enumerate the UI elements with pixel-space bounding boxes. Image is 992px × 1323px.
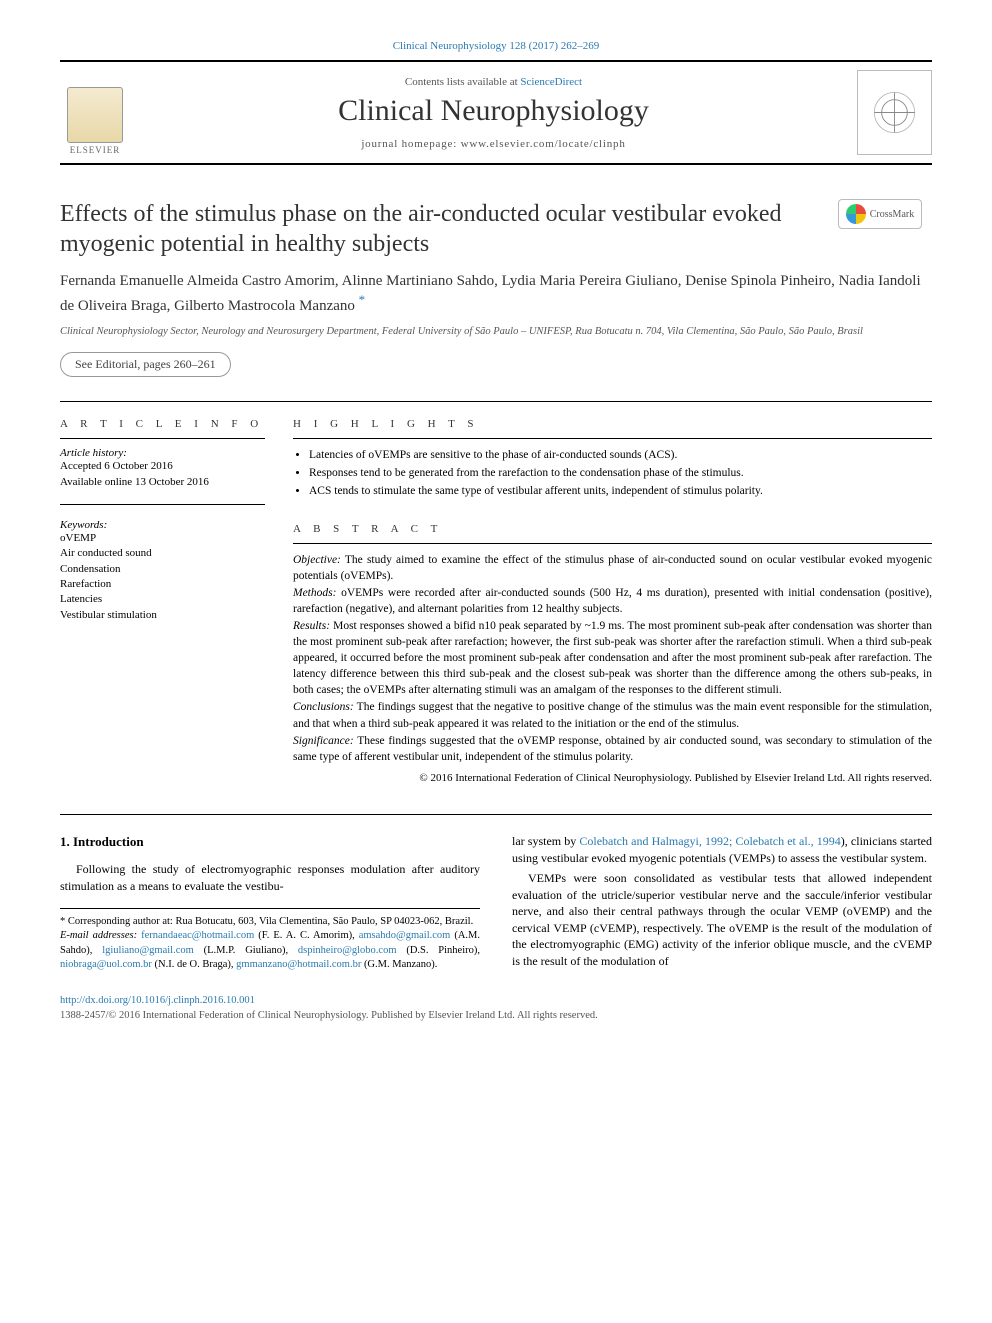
corresponding-author-marker[interactable]: *	[359, 292, 366, 307]
highlights-heading: H I G H L I G H T S	[293, 418, 932, 430]
accepted-date: Accepted 6 October 2016	[60, 459, 265, 474]
body-separator-rule	[60, 814, 932, 815]
significance-text: These findings suggested that the oVEMP …	[293, 735, 932, 763]
objective-label: Objective:	[293, 554, 341, 566]
conclusions-label: Conclusions:	[293, 701, 354, 713]
sciencedirect-link[interactable]: ScienceDirect	[520, 76, 582, 88]
highlights-rule	[293, 438, 932, 439]
editorial-link-pill[interactable]: See Editorial, pages 260–261	[60, 352, 231, 377]
contents-prefix: Contents lists available at	[405, 76, 520, 88]
citation-link[interactable]: Colebatch and Halmagyi, 1992; Colebatch …	[579, 834, 840, 848]
intro-paragraph-1: Following the study of electromyographic…	[60, 861, 480, 894]
intro-paragraph-2: VEMPs were soon consolidated as vestibul…	[512, 870, 932, 969]
methods-text: oVEMPs were recorded after air-conducted…	[293, 587, 932, 615]
crossmark-label: CrossMark	[870, 209, 914, 220]
keywords-label: Keywords:	[60, 519, 265, 531]
author-email[interactable]: dspinheiro@globo.com	[298, 945, 397, 956]
doi-footer: http://dx.doi.org/10.1016/j.clinph.2016.…	[60, 994, 932, 1023]
journal-cover-thumbnail	[857, 70, 932, 155]
intro-paragraph-1b: lar system by Colebatch and Halmagyi, 19…	[512, 833, 932, 866]
masthead: ELSEVIER Contents lists available at Sci…	[60, 62, 932, 165]
abstract-copyright: © 2016 International Federation of Clini…	[293, 771, 932, 786]
author-email-who: (N.I. de O. Braga),	[152, 959, 236, 970]
significance-label: Significance:	[293, 735, 354, 747]
objective-text: The study aimed to examine the effect of…	[293, 554, 932, 582]
affiliation: Clinical Neurophysiology Sector, Neurolo…	[60, 325, 932, 339]
journal-title: Clinical Neurophysiology	[148, 94, 839, 128]
intro-text-prefix: lar system by	[512, 834, 579, 848]
keywords-rule	[60, 504, 265, 505]
corr-author-address: Rua Botucatu, 603, Vila Clementina, São …	[175, 916, 473, 927]
corr-author-label: * Corresponding author at:	[60, 916, 175, 927]
keyword-item: Condensation	[60, 562, 265, 577]
author-email-who: (D.S. Pinheiro),	[397, 945, 480, 956]
author-email-who: (L.M.P. Giuliano),	[194, 945, 298, 956]
elsevier-logo: ELSEVIER	[60, 70, 130, 155]
methods-label: Methods:	[293, 587, 336, 599]
author-email-who: (G.M. Manzano).	[361, 959, 437, 970]
abstract-body: Objective: The study aimed to examine th…	[293, 552, 932, 787]
article-info-rule	[60, 438, 265, 439]
highlights-list: Latencies of oVEMPs are sensitive to the…	[293, 447, 932, 500]
elsevier-logo-text: ELSEVIER	[70, 145, 121, 155]
conclusions-text: The findings suggest that the negative t…	[293, 701, 932, 729]
highlight-item: Latencies of oVEMPs are sensitive to the…	[309, 447, 932, 465]
results-text: Most responses showed a bifid n10 peak s…	[293, 620, 932, 696]
abstract-heading: A B S T R A C T	[293, 523, 932, 535]
author-email[interactable]: lgiuliano@gmail.com	[102, 945, 194, 956]
homepage-url: www.elsevier.com/locate/clinph	[461, 138, 626, 150]
article-info-heading: A R T I C L E I N F O	[60, 418, 265, 430]
online-date: Available online 13 October 2016	[60, 475, 265, 490]
results-label: Results:	[293, 620, 330, 632]
journal-homepage: journal homepage: www.elsevier.com/locat…	[148, 138, 839, 150]
footnotes: * Corresponding author at: Rua Botucatu,…	[60, 908, 480, 972]
author-email[interactable]: niobraga@uol.com.br	[60, 959, 152, 970]
abstract-rule	[293, 543, 932, 544]
issn-copyright: 1388-2457/© 2016 International Federatio…	[60, 1009, 932, 1024]
intro-heading: 1. Introduction	[60, 833, 480, 851]
homepage-prefix: journal homepage:	[361, 138, 460, 150]
author-email[interactable]: fernandaeac@hotmail.com	[141, 930, 254, 941]
crossmark-badge[interactable]: CrossMark	[838, 199, 932, 259]
author-email-who: (F. E. A. C. Amorim),	[254, 930, 358, 941]
author-email[interactable]: gmmanzano@hotmail.com.br	[236, 959, 361, 970]
journal-citation[interactable]: Clinical Neurophysiology 128 (2017) 262–…	[60, 40, 932, 52]
highlight-item: ACS tends to stimulate the same type of …	[309, 483, 932, 501]
elsevier-tree-icon	[67, 87, 123, 143]
authors-list: Fernanda Emanuelle Almeida Castro Amorim…	[60, 271, 932, 317]
authors-text: Fernanda Emanuelle Almeida Castro Amorim…	[60, 273, 921, 314]
keyword-item: Latencies	[60, 592, 265, 607]
email-addresses-label: E-mail addresses:	[60, 930, 137, 941]
doi-link[interactable]: http://dx.doi.org/10.1016/j.clinph.2016.…	[60, 995, 255, 1006]
keyword-item: Rarefaction	[60, 577, 265, 592]
crossmark-icon	[846, 204, 866, 224]
keyword-item: Air conducted sound	[60, 546, 265, 561]
article-history-label: Article history:	[60, 447, 265, 459]
keyword-item: Vestibular stimulation	[60, 608, 265, 623]
author-email[interactable]: amsahdo@gmail.com	[359, 930, 451, 941]
contents-available: Contents lists available at ScienceDirec…	[148, 76, 839, 88]
keywords-list: oVEMP Air conducted sound Condensation R…	[60, 531, 265, 623]
article-title: Effects of the stimulus phase on the air…	[60, 199, 824, 259]
highlight-item: Responses tend to be generated from the …	[309, 465, 932, 483]
keyword-item: oVEMP	[60, 531, 265, 546]
